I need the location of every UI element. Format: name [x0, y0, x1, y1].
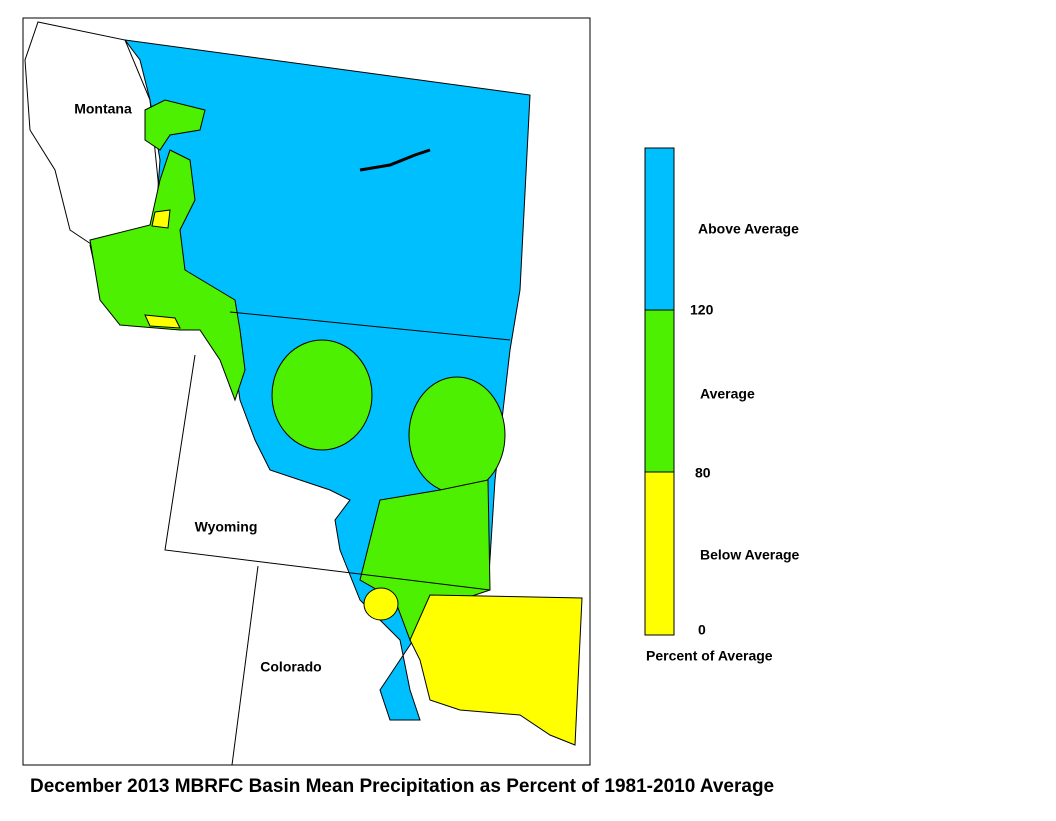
basin-region: [89, 149, 246, 402]
state-label: Wyoming: [195, 519, 258, 535]
legend-break-label: 80: [695, 465, 711, 481]
legend-title: Percent of Average: [646, 648, 773, 664]
basin-region: [408, 376, 506, 494]
legend-break-label: 120: [690, 302, 714, 318]
legend-swatch: [644, 309, 675, 473]
state-label: Montana: [74, 101, 132, 117]
legend-break-label: 0: [698, 622, 706, 638]
legend-swatch: [644, 147, 675, 311]
basin-region: [363, 587, 399, 621]
state-border: [231, 565, 259, 766]
state-border: [229, 311, 511, 341]
basin-region: [271, 339, 373, 451]
basin-region: [151, 209, 171, 229]
basin-region: [144, 99, 206, 151]
legend-swatch: [644, 471, 675, 636]
state-border: [164, 354, 491, 591]
reservoir: [359, 148, 431, 172]
state-label: Colorado: [260, 659, 321, 675]
legend-class-label: Average: [700, 386, 755, 402]
basin-region: [144, 314, 181, 329]
legend-class-label: Above Average: [698, 221, 799, 237]
map-title: December 2013 MBRFC Basin Mean Precipita…: [30, 776, 774, 797]
basin-region: [409, 594, 583, 746]
legend-class-label: Below Average: [700, 547, 800, 563]
